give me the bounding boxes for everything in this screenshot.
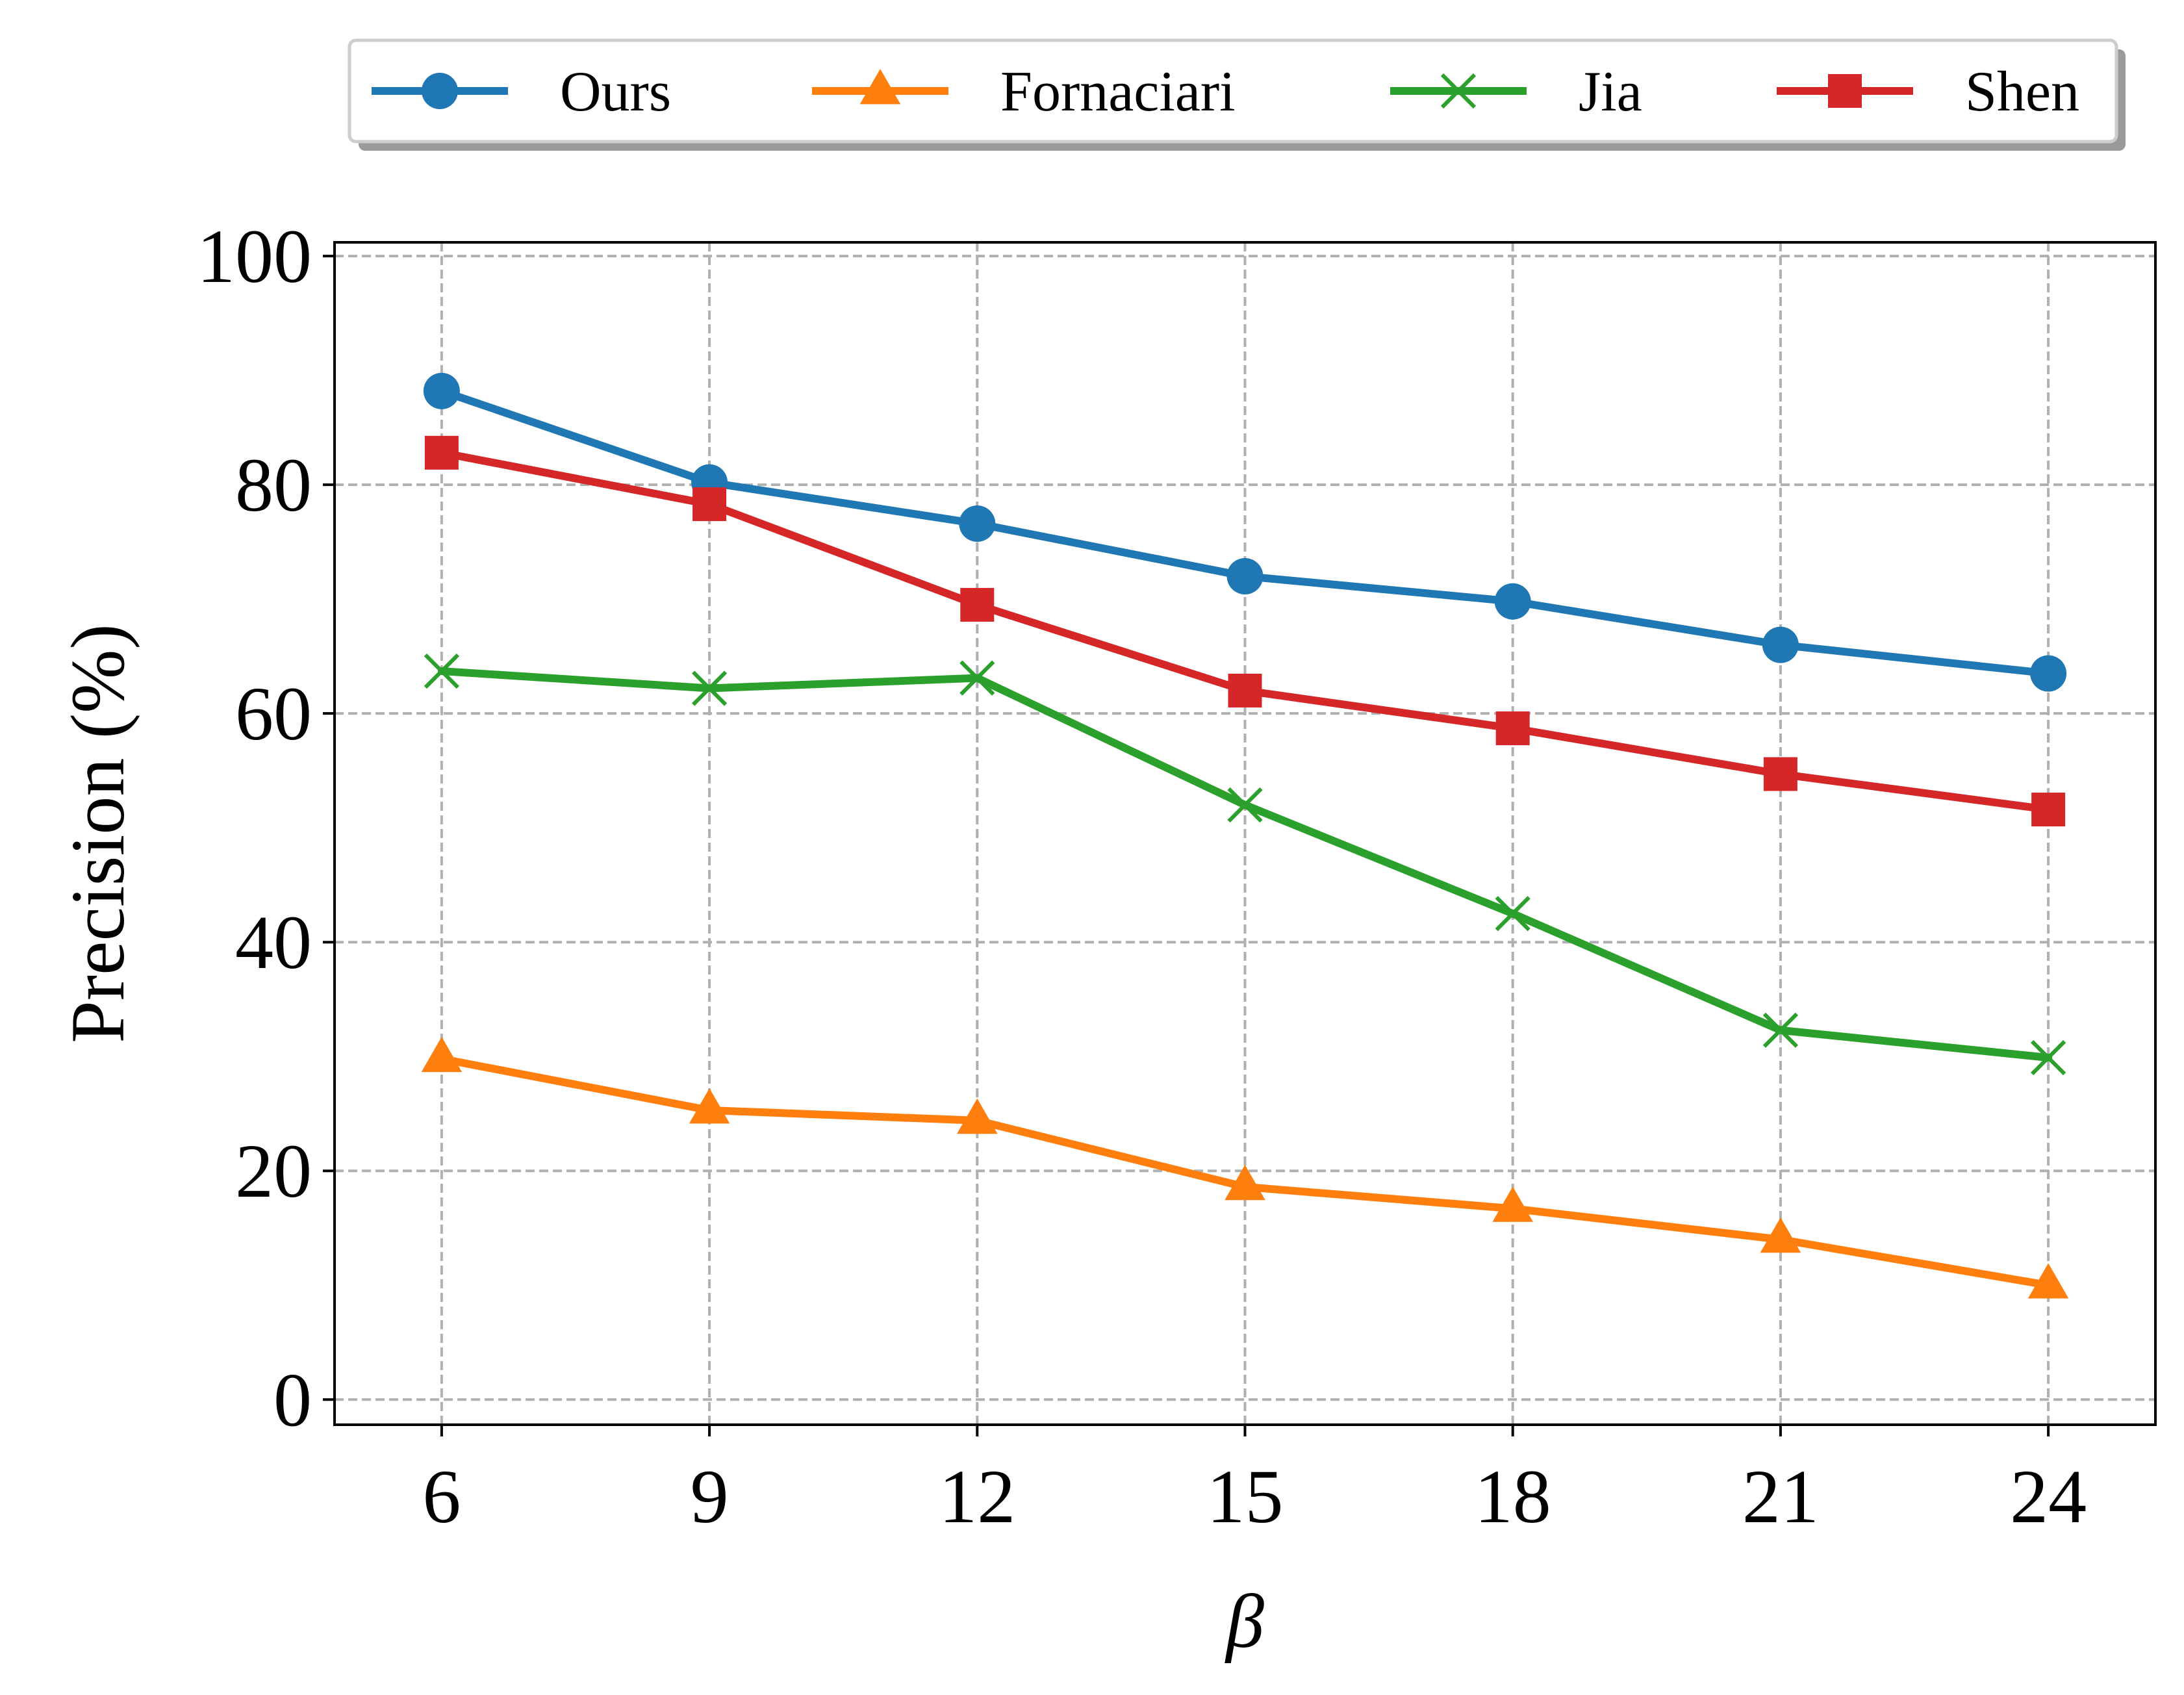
x-tick-label: 21 [1742, 1454, 1819, 1539]
data-point [1495, 896, 1530, 932]
x-axis-title: β [1225, 1579, 1264, 1664]
legend-entry: Shen [1777, 60, 2079, 123]
data-point [1762, 1012, 1799, 1048]
data-point [2027, 1263, 2069, 1299]
y-tick-label: 40 [235, 900, 312, 985]
data-point [959, 505, 996, 542]
data-point [689, 1088, 730, 1124]
x-tick-label: 24 [2010, 1454, 2087, 1539]
data-point [691, 670, 728, 706]
data-point [1225, 1164, 1265, 1201]
legend: Ours Fornaciari Jia Shen [348, 38, 2126, 151]
series-layer [421, 372, 2069, 1299]
legend-label: Fornaciari [1000, 60, 1236, 123]
series-fornaciari [421, 1036, 2069, 1299]
legend-entry: Fornaciari [812, 60, 1236, 123]
data-point [2030, 655, 2067, 692]
data-point [1762, 626, 1799, 663]
y-axis-title: Precision (%) [55, 624, 140, 1043]
series-shen [424, 435, 2066, 827]
data-point [1226, 557, 1263, 594]
data-point [959, 660, 995, 696]
data-point [421, 1036, 463, 1073]
y-tick-label: 20 [235, 1128, 312, 1214]
y-tick-label: 60 [235, 671, 312, 756]
data-point [1494, 583, 1531, 620]
data-point [960, 587, 995, 622]
y-tick-label: 0 [273, 1357, 312, 1442]
data-point [1763, 757, 1797, 791]
y-tick-label: 80 [235, 442, 312, 528]
x-tick-label: 18 [1475, 1454, 1551, 1539]
legend-marker [422, 73, 458, 109]
legend-label: Ours [560, 60, 671, 123]
ticks: 6 9 12 15 18 21 24 0 20 40 60 80 100 [197, 214, 2087, 1539]
legend-marker [1828, 74, 1862, 108]
x-tick-label: 6 [422, 1454, 461, 1539]
legend-label: Jia [1579, 60, 1642, 123]
y-tick-label: 100 [197, 214, 312, 299]
data-point [2031, 793, 2066, 827]
data-point [692, 487, 727, 522]
data-point [1495, 711, 1530, 746]
data-point [423, 372, 460, 409]
data-point [1760, 1217, 1801, 1253]
legend-box [348, 38, 2118, 144]
data-point [2030, 1039, 2066, 1076]
x-tick-label: 9 [691, 1454, 729, 1539]
data-point [1227, 787, 1263, 823]
legend-entry: Jia [1390, 60, 1642, 123]
legend-marker [1440, 73, 1477, 109]
data-point [424, 653, 460, 689]
legend-marker [859, 69, 901, 105]
legend-entry: Ours [372, 60, 671, 123]
legend-label: Shen [1965, 60, 2079, 123]
data-point [957, 1098, 998, 1134]
data-point [424, 435, 459, 470]
x-tick-label: 15 [1207, 1454, 1284, 1539]
data-point [1228, 673, 1262, 707]
series-ours [423, 372, 2067, 692]
series-jia [424, 653, 2066, 1076]
data-point [1492, 1186, 1533, 1222]
x-tick-label: 12 [939, 1454, 1015, 1539]
grid [335, 242, 2155, 1425]
